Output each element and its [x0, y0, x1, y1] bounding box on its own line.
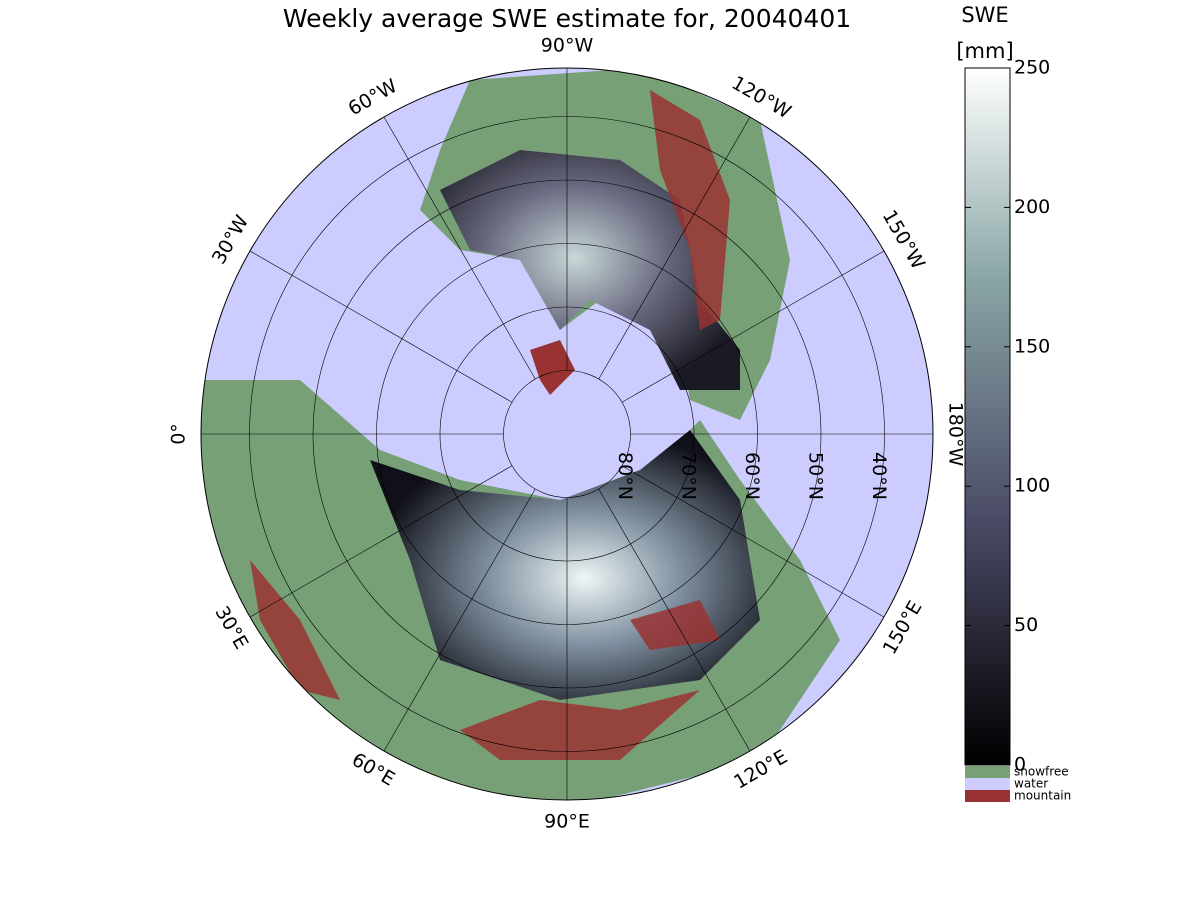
meridian: [621, 250, 885, 403]
lat-label: 50°N: [805, 452, 827, 500]
lat-label: 60°N: [741, 452, 763, 500]
legend-swatch: [965, 790, 1010, 802]
meridian: [383, 116, 536, 380]
colorbar-tick-label: 100: [1014, 475, 1050, 497]
lat-label: 40°N: [868, 452, 890, 500]
rockies: [650, 90, 730, 330]
legend-label: mountain: [1014, 789, 1071, 803]
meridian: [249, 465, 513, 618]
colorbar-tick-label: 150: [1014, 335, 1050, 357]
asian-mountains: [250, 560, 720, 760]
colorbar: [964, 67, 1011, 766]
legend-label: snowfree: [1014, 765, 1069, 779]
legend-label: water: [1014, 777, 1048, 791]
colorbar-tick-label: 0: [1014, 754, 1026, 776]
lon-label: 180°W: [945, 402, 967, 467]
colorbar-title: SWE: [961, 3, 1008, 27]
meridian: [598, 116, 751, 380]
colorbar-tick-label: 200: [1014, 196, 1050, 218]
meridian: [621, 465, 885, 618]
map-disk: [201, 68, 933, 800]
na-snow: [440, 150, 740, 390]
legend-swatch: [965, 766, 1010, 778]
lat-label: 70°N: [678, 452, 700, 500]
colorbar-unit: [mm]: [956, 39, 1013, 63]
colorbar-tick-label: 250: [1014, 57, 1050, 79]
colorbar-tick-label: 50: [1014, 614, 1038, 636]
meridian: [598, 488, 751, 752]
lon-label: 90°E: [544, 811, 590, 833]
title: Weekly average SWE estimate for, 2004040…: [283, 4, 851, 33]
greenland-edge: [530, 340, 575, 395]
meridian: [249, 250, 513, 403]
lon-label: 0°: [168, 423, 190, 445]
lon-label: 90°W: [541, 35, 594, 57]
meridian: [383, 488, 536, 752]
lat-label: 80°N: [614, 452, 636, 500]
legend-swatch: [965, 778, 1010, 790]
